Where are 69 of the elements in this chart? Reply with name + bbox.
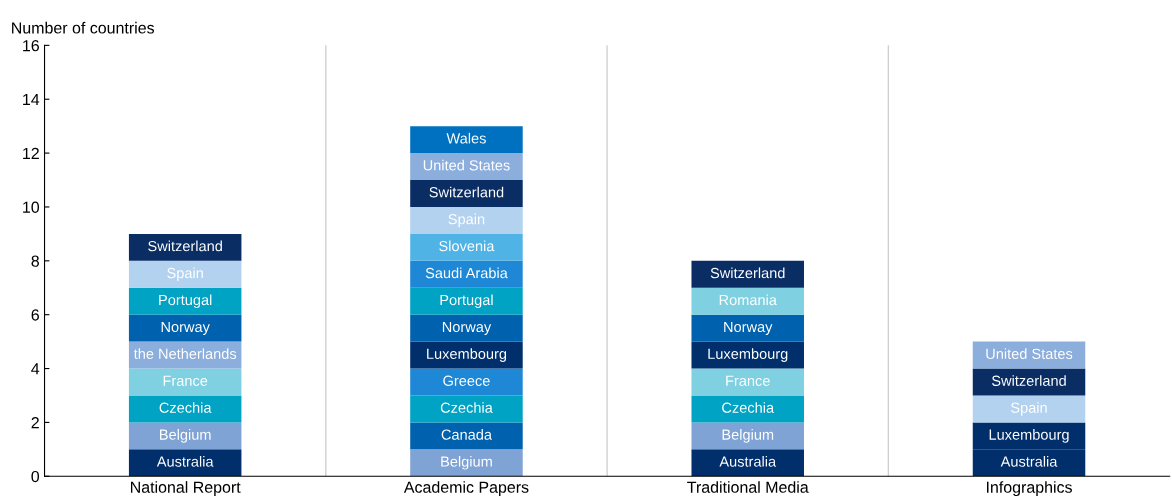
data-label: Portugal bbox=[440, 294, 493, 309]
data-label: Canada bbox=[441, 429, 492, 440]
bar bbox=[410, 153, 523, 181]
data-label: Czechia bbox=[159, 402, 212, 413]
data-label: Wales bbox=[446, 132, 486, 144]
bar bbox=[410, 233, 523, 261]
data-label: Luxembourg bbox=[427, 348, 507, 362]
data-label: Australia bbox=[1000, 456, 1058, 467]
y-tick-label: 0 bbox=[31, 470, 40, 483]
y-tick-label: 6 bbox=[31, 309, 39, 321]
data-label: Switzerland bbox=[710, 267, 785, 279]
x-tick-label: National Report bbox=[131, 481, 241, 497]
y-tick-label: 12 bbox=[23, 147, 39, 159]
data-label: Norway bbox=[724, 321, 773, 335]
y-tick-label: 8 bbox=[31, 255, 39, 267]
y-tick-label: 16 bbox=[23, 39, 39, 52]
data-label: Greece bbox=[443, 375, 490, 386]
data-label: Luxembourg bbox=[989, 429, 1069, 443]
bar bbox=[410, 314, 523, 342]
data-label: France bbox=[726, 375, 770, 386]
bar bbox=[128, 368, 242, 396]
bar bbox=[691, 422, 804, 450]
y-tick-label: 2 bbox=[31, 417, 39, 429]
data-label: Belgium bbox=[441, 456, 492, 470]
data-label: the Netherlands bbox=[133, 348, 237, 359]
data-label: Luxembourg bbox=[708, 348, 788, 362]
data-label: Saudi Arabia bbox=[425, 267, 508, 279]
data-label: Australia bbox=[719, 456, 777, 467]
bar bbox=[410, 395, 523, 423]
bar bbox=[128, 314, 242, 342]
data-label: Portugal bbox=[159, 294, 212, 309]
bar bbox=[128, 395, 242, 423]
data-label: Romania bbox=[719, 294, 777, 306]
bar bbox=[410, 180, 523, 207]
data-label: Switzerland bbox=[991, 375, 1066, 386]
bar bbox=[410, 260, 523, 288]
y-tick-label: 10 bbox=[23, 201, 40, 213]
y-axis-title: Number of countries bbox=[12, 21, 155, 34]
data-label: Belgium bbox=[722, 429, 774, 443]
x-tick-label: Infographics bbox=[986, 481, 1072, 497]
bar bbox=[410, 287, 523, 315]
data-label: Spain bbox=[167, 267, 203, 282]
bar bbox=[691, 368, 804, 396]
bar bbox=[691, 314, 804, 342]
data-label: Norway bbox=[442, 321, 492, 335]
data-label: Spain bbox=[448, 213, 485, 228]
bar bbox=[410, 206, 523, 234]
bar bbox=[691, 395, 804, 423]
data-label: United States bbox=[986, 348, 1073, 359]
data-label: Belgium bbox=[160, 429, 211, 443]
x-tick-label: Traditional Media bbox=[687, 481, 809, 493]
data-label: United States bbox=[423, 159, 510, 171]
data-label: France bbox=[163, 375, 208, 386]
y-tick-label: 14 bbox=[23, 94, 40, 106]
data-label: Australia bbox=[156, 456, 214, 467]
bar bbox=[691, 449, 804, 477]
data-label: Switzerland bbox=[429, 186, 504, 198]
x-tick-label: Academic Papers bbox=[403, 481, 529, 497]
y-tick-label: 4 bbox=[31, 363, 40, 375]
data-label: Spain bbox=[1011, 402, 1047, 416]
bar bbox=[410, 126, 523, 154]
bar bbox=[128, 449, 242, 477]
bar bbox=[128, 287, 242, 315]
bar bbox=[128, 422, 242, 450]
data-label: Slovenia bbox=[439, 240, 495, 252]
data-label: Czechia bbox=[440, 402, 493, 413]
data-label: Czechia bbox=[722, 402, 775, 413]
data-label: Switzerland bbox=[148, 240, 222, 252]
data-label: Norway bbox=[161, 321, 210, 335]
